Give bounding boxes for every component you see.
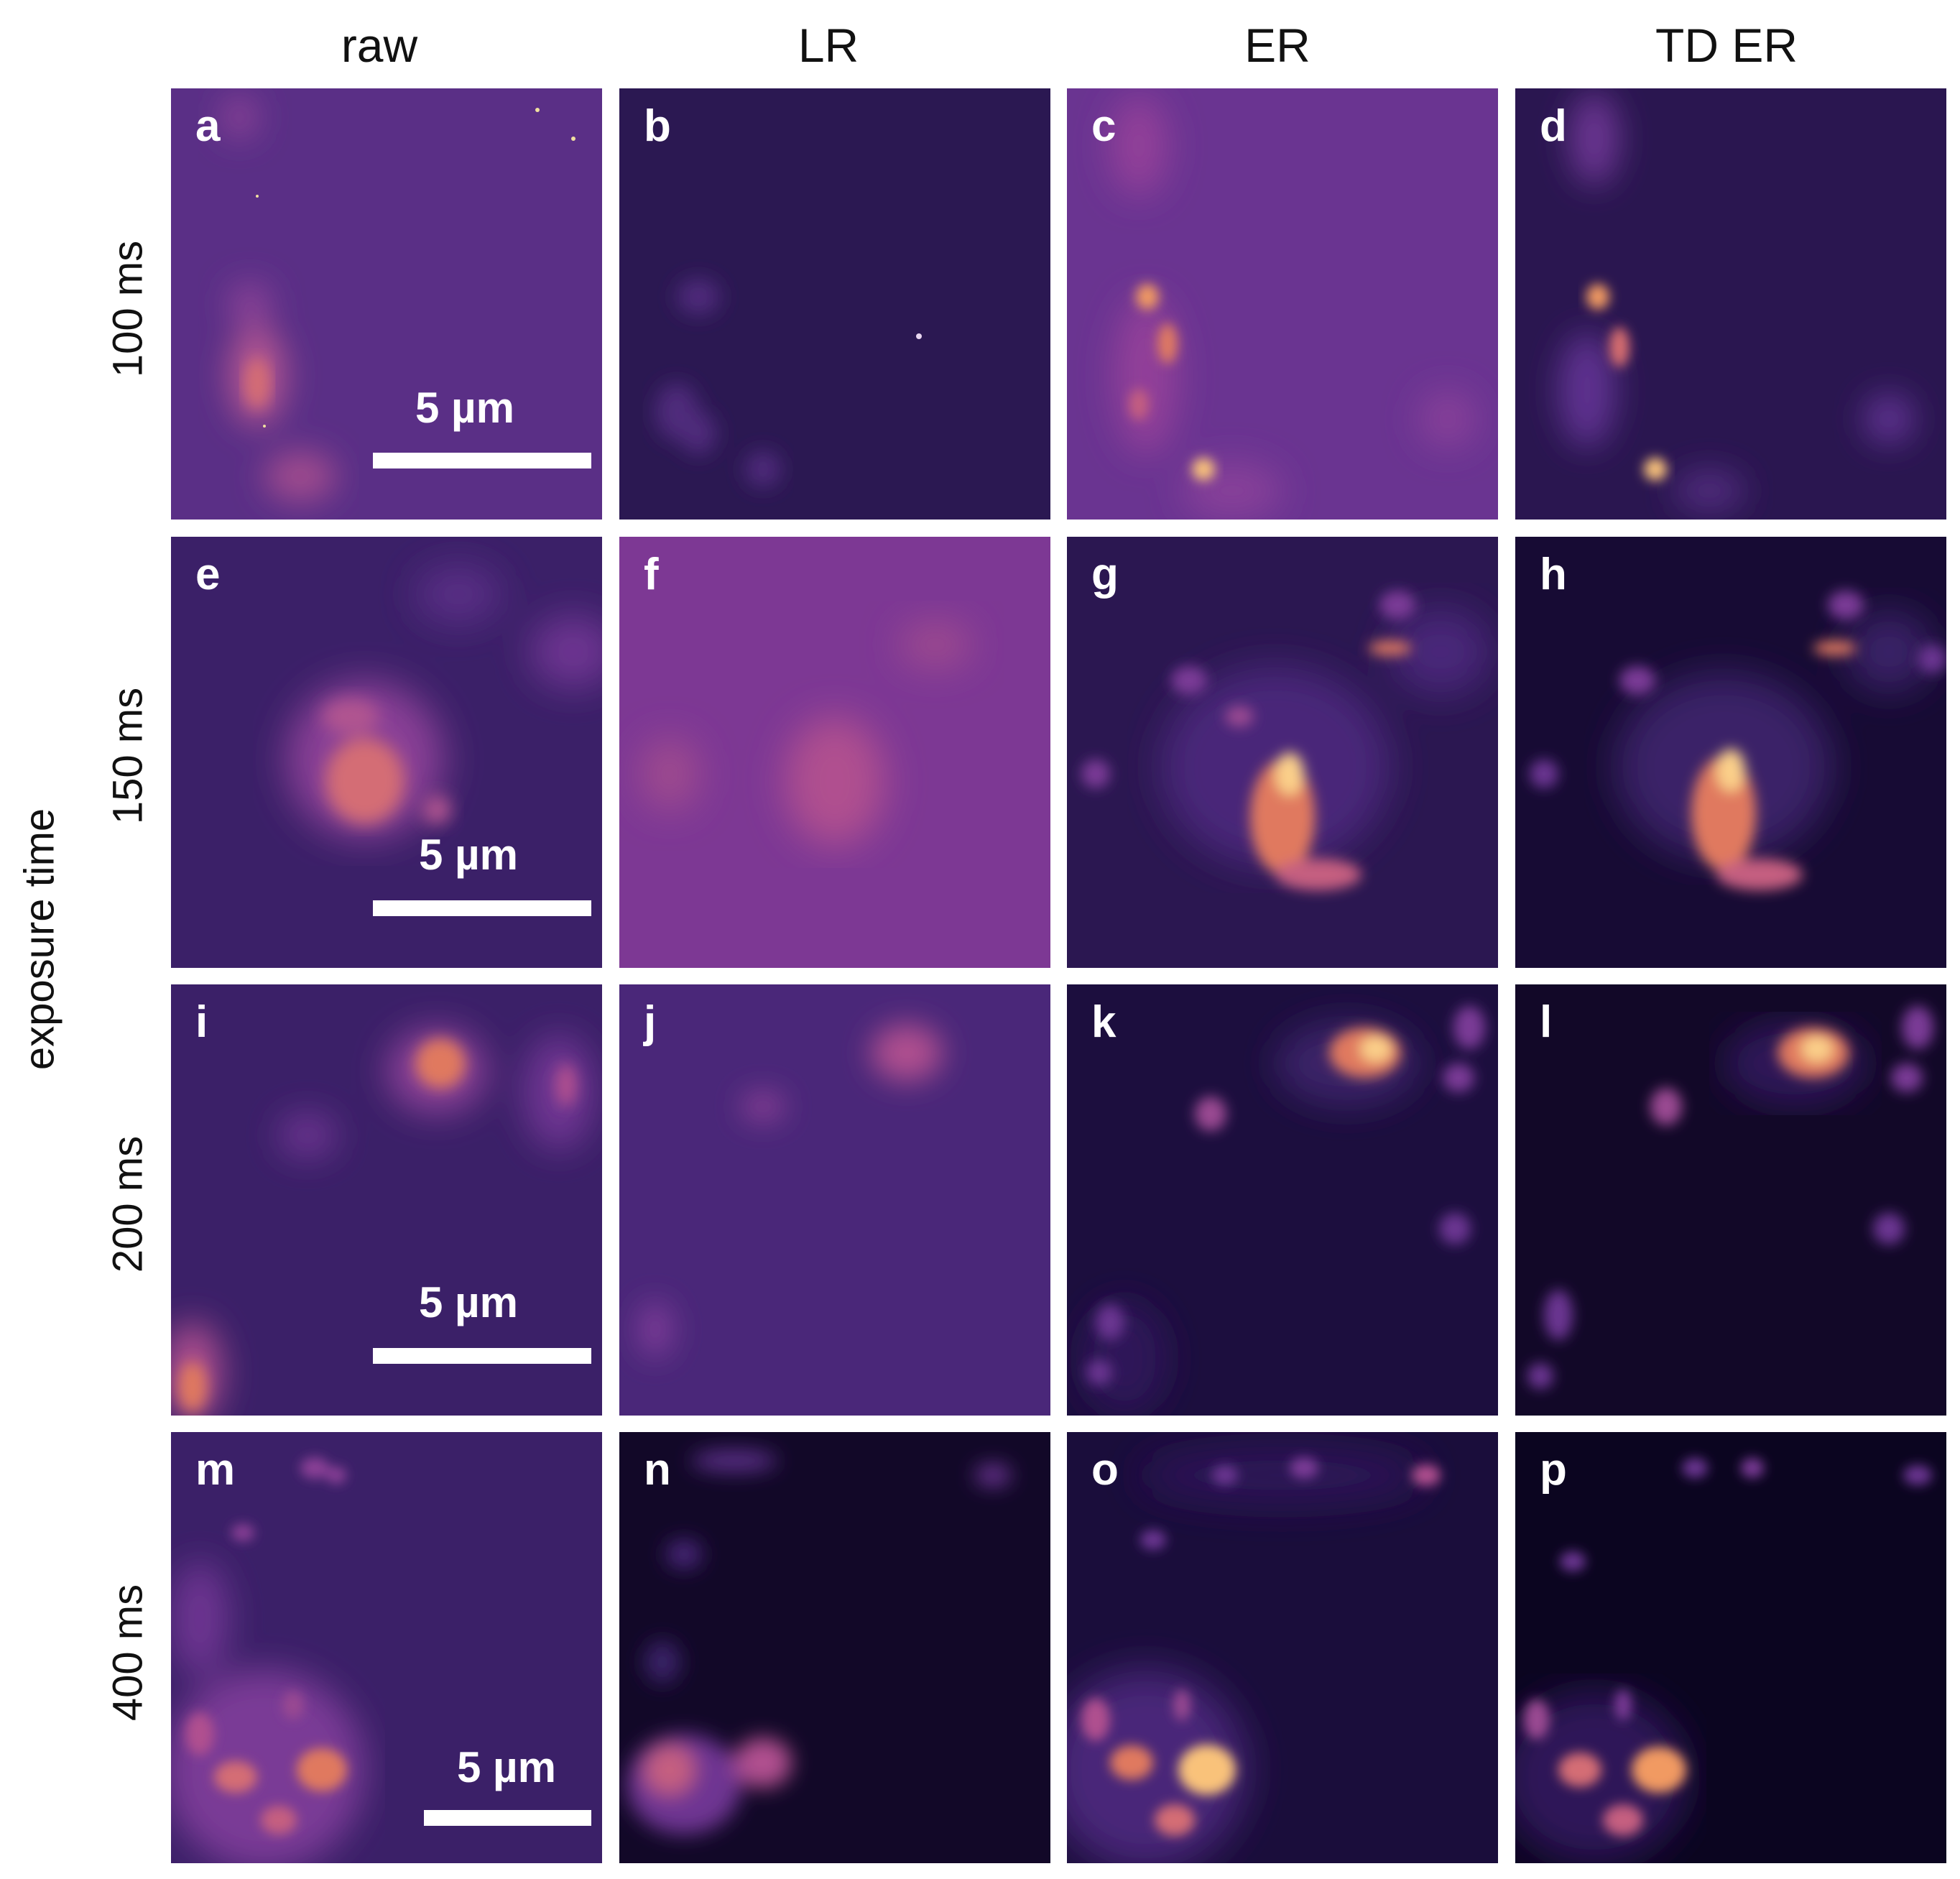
micrograph-c bbox=[1067, 88, 1498, 520]
scalebar bbox=[373, 900, 591, 916]
panel-letter: h bbox=[1540, 550, 1567, 599]
panel-letter: k bbox=[1091, 997, 1117, 1047]
micrograph-b bbox=[619, 88, 1050, 520]
panel-letter: g bbox=[1091, 550, 1119, 599]
micrograph-f bbox=[619, 537, 1050, 968]
panel-letter: b bbox=[644, 101, 671, 151]
panel-f: f bbox=[619, 537, 1050, 968]
panel-letter: l bbox=[1540, 997, 1553, 1047]
scalebar-label: 5 µm bbox=[419, 1278, 518, 1326]
panel-j: j bbox=[619, 984, 1050, 1416]
panel-b: b bbox=[619, 88, 1050, 520]
panel-m: m 5 µm bbox=[171, 1432, 602, 1863]
micrograph-a bbox=[171, 88, 602, 520]
panel-k: k bbox=[1067, 984, 1498, 1416]
panel-d: d bbox=[1515, 88, 1946, 520]
panel-letter: p bbox=[1540, 1445, 1567, 1495]
panel-h: h bbox=[1515, 537, 1946, 968]
column-header-td-er: TD ER bbox=[1655, 19, 1798, 72]
panel-letter: j bbox=[644, 997, 657, 1047]
micrograph-l bbox=[1515, 984, 1946, 1416]
micrograph-n bbox=[619, 1432, 1050, 1863]
row-label-text: 200 ms bbox=[104, 1135, 152, 1273]
scalebar-label: 5 µm bbox=[415, 384, 514, 432]
panel-p: p bbox=[1515, 1432, 1946, 1863]
micrograph-i bbox=[171, 984, 602, 1416]
row-label-text: 100 ms bbox=[104, 240, 152, 378]
panel-letter: a bbox=[195, 101, 221, 151]
row-label-text: 400 ms bbox=[104, 1584, 152, 1722]
panel-l: l bbox=[1515, 984, 1946, 1416]
panel-letter: i bbox=[195, 997, 208, 1047]
panel-g: g bbox=[1067, 537, 1498, 968]
micrograph-k bbox=[1067, 984, 1498, 1416]
panel-letter: m bbox=[195, 1445, 236, 1495]
scalebar bbox=[373, 1348, 591, 1364]
micrograph-d bbox=[1515, 88, 1946, 520]
micrograph-p bbox=[1515, 1432, 1946, 1863]
panel-e: e 5 µm bbox=[171, 537, 602, 968]
panel-letter: e bbox=[195, 550, 221, 599]
micrograph-m bbox=[171, 1432, 602, 1863]
panel-c: c bbox=[1067, 88, 1498, 520]
scalebar bbox=[424, 1810, 591, 1826]
column-header-lr: LR bbox=[798, 19, 859, 72]
micrograph-e bbox=[171, 537, 602, 968]
panel-letter: c bbox=[1091, 101, 1117, 151]
column-header-raw: raw bbox=[341, 19, 418, 72]
panel-a: a 5 µm bbox=[171, 88, 602, 520]
scalebar bbox=[373, 453, 591, 468]
scalebar-label: 5 µm bbox=[419, 831, 518, 879]
panel-letter: o bbox=[1091, 1445, 1119, 1495]
panel-i: i 5 µm bbox=[171, 984, 602, 1416]
panel-o: o bbox=[1067, 1432, 1498, 1863]
panel-letter: f bbox=[644, 550, 659, 599]
scalebar-label: 5 µm bbox=[457, 1743, 556, 1791]
row-label-text: 150 ms bbox=[104, 687, 152, 825]
panel-letter: d bbox=[1540, 101, 1567, 151]
axis-title-text: exposure time bbox=[16, 808, 63, 1071]
column-header-er: ER bbox=[1244, 19, 1310, 72]
panel-letter: n bbox=[644, 1445, 671, 1495]
micrograph-g bbox=[1067, 537, 1498, 968]
micrograph-h bbox=[1515, 537, 1946, 968]
micrograph-o bbox=[1067, 1432, 1498, 1863]
micrograph-j bbox=[619, 984, 1050, 1416]
panel-n: n bbox=[619, 1432, 1050, 1863]
